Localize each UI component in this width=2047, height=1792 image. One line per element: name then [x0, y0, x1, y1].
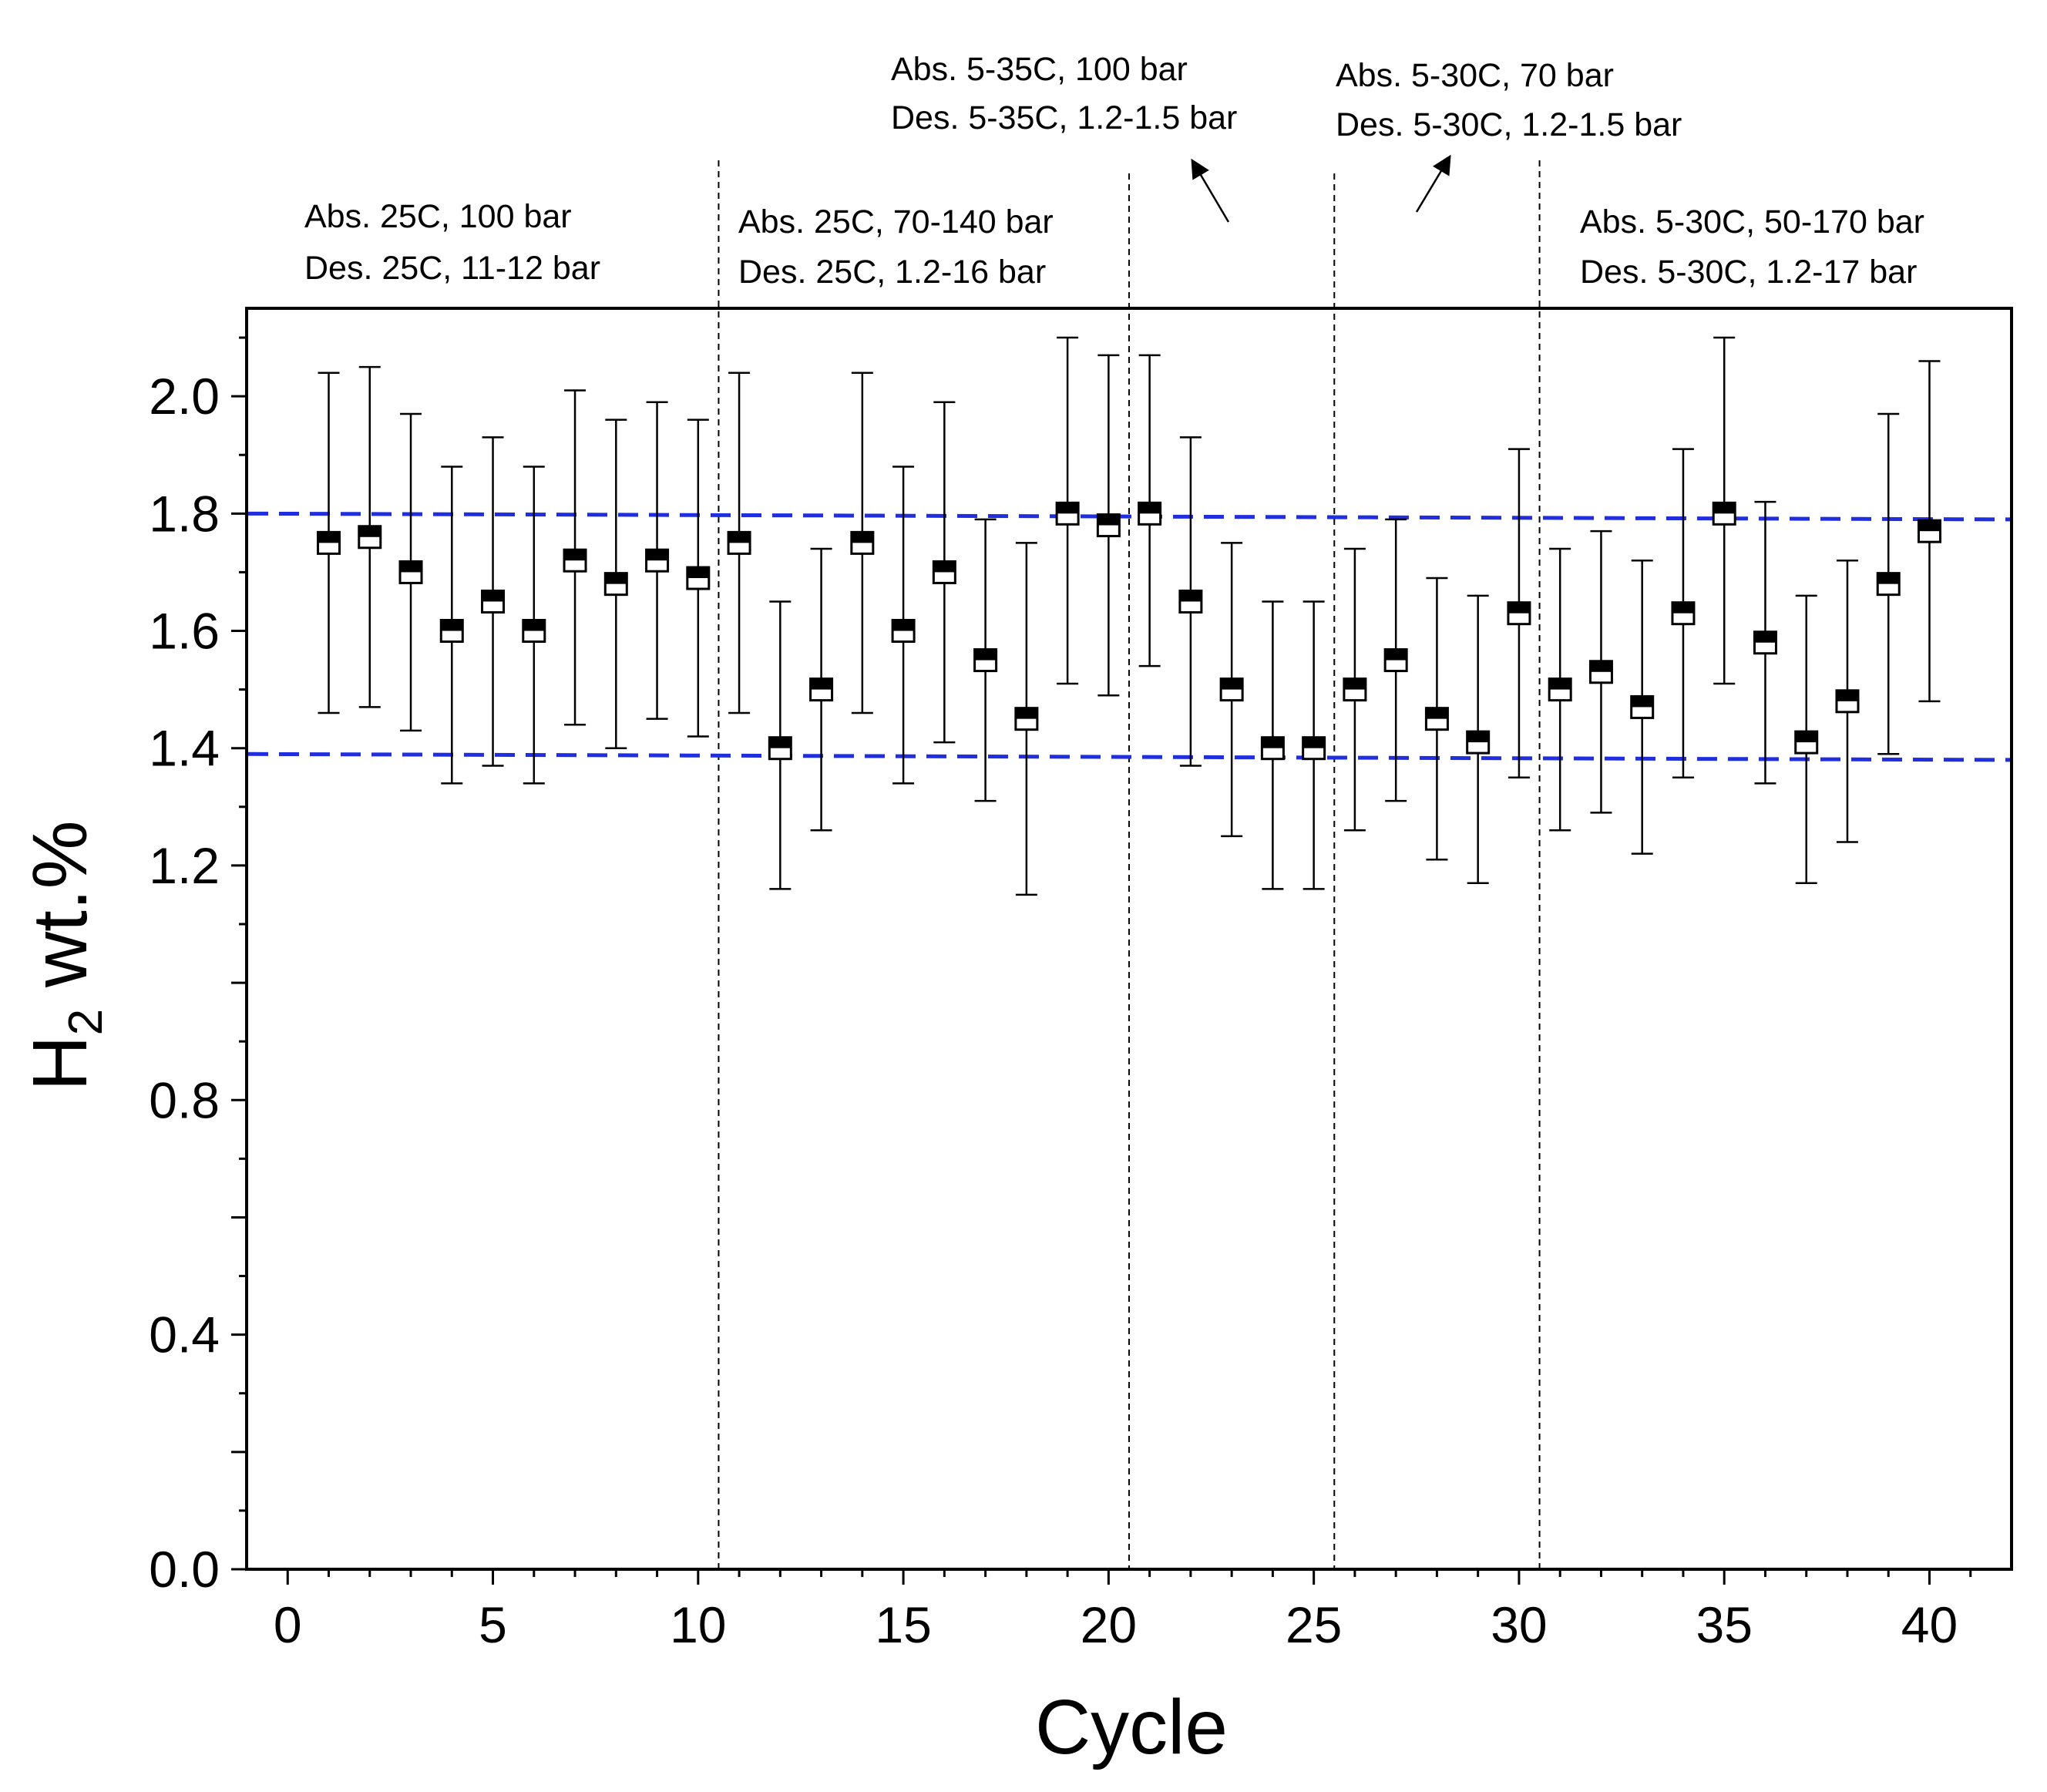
- annotation-region-1: Abs. 25C, 100 bar Des. 25C, 11-12 bar: [304, 198, 600, 287]
- data-point-fill: [1138, 503, 1161, 514]
- data-point-fill: [1221, 678, 1243, 690]
- x-axis-label: Cycle: [1035, 1684, 1228, 1770]
- data-point-fill: [974, 649, 997, 661]
- y-axis-label-subscript: 2: [59, 1009, 113, 1035]
- data-point-fill: [933, 561, 956, 573]
- data-point-fill: [646, 550, 668, 561]
- data-point-fill: [1097, 514, 1120, 526]
- svg-text:H2 wt.%: H2 wt.%: [17, 820, 113, 1091]
- x-tick-label: 25: [1286, 1596, 1342, 1653]
- annotation-region-4: Abs. 5-30C, 70 bar Des. 5-30C, 1.2-1.5 b…: [1336, 57, 1682, 143]
- y-axis-label-suffix: wt.%: [17, 820, 103, 1008]
- data-point-fill: [523, 620, 545, 631]
- data-point-fill: [1508, 602, 1530, 614]
- data-point-fill: [851, 532, 873, 543]
- data-markers: [317, 501, 1941, 761]
- data-point-fill: [1179, 590, 1202, 602]
- annotation-1-line-2: Des. 25C, 11-12 bar: [304, 250, 600, 287]
- plot-frame: [245, 307, 2013, 1571]
- y-tick-label: 1.2: [149, 837, 220, 894]
- data-point-fill: [1302, 737, 1325, 748]
- annotation-5-line-1: Abs. 5-30C, 50-170 bar: [1580, 203, 1924, 240]
- annotation-region-3: Abs. 5-35C, 100 bar Des. 5-35C, 1.2-1.5 …: [891, 51, 1237, 136]
- y-tick-label: 0.4: [149, 1306, 220, 1363]
- annotation-3-line-1: Abs. 5-35C, 100 bar: [891, 51, 1188, 88]
- data-point-fill: [1836, 690, 1858, 701]
- x-tick-label: 0: [274, 1596, 302, 1653]
- y-tick-label: 2.0: [149, 368, 220, 425]
- data-point-fill: [1672, 602, 1694, 614]
- data-point-fill: [1713, 503, 1736, 514]
- annotation-region-5: Abs. 5-30C, 50-170 bar Des. 5-30C, 1.2-1…: [1580, 203, 1924, 291]
- y-tick-label: 1.8: [149, 485, 220, 542]
- data-point-fill: [482, 590, 504, 602]
- data-point-fill: [400, 561, 422, 573]
- annotation-2-line-2: Des. 25C, 1.2-16 bar: [738, 254, 1046, 291]
- x-tick-label: 30: [1491, 1596, 1547, 1653]
- annotation-3-arrow: [1191, 158, 1230, 223]
- data-point-fill: [1918, 520, 1941, 532]
- data-point-fill: [687, 567, 709, 579]
- data-point-fill: [605, 573, 627, 584]
- data-point-fill: [1015, 708, 1037, 719]
- annotation-2-line-1: Abs. 25C, 70-140 bar: [738, 203, 1054, 240]
- y-axis-label-main: H: [17, 1035, 103, 1091]
- reference-lines: [247, 511, 2011, 762]
- x-tick-label: 20: [1081, 1596, 1137, 1653]
- data-point-fill: [1795, 731, 1817, 743]
- data-point-fill: [318, 532, 340, 543]
- annotation-4-line-1: Abs. 5-30C, 70 bar: [1336, 57, 1614, 94]
- data-point-fill: [564, 550, 587, 561]
- x-tick-label: 15: [875, 1596, 931, 1653]
- data-point-fill: [1590, 661, 1612, 672]
- y-tick-label: 0.0: [149, 1541, 220, 1598]
- data-point-fill: [1877, 573, 1900, 584]
- data-point-fill: [1426, 708, 1448, 719]
- reference-line-upper-dashed: [247, 511, 2011, 522]
- y-tick-label: 0.8: [149, 1071, 220, 1128]
- x-tick-label: 35: [1696, 1596, 1752, 1653]
- region-separators: [718, 160, 1541, 1569]
- y-axis-label: H2 wt.%: [17, 820, 113, 1091]
- x-tick-label: 40: [1901, 1596, 1958, 1653]
- data-point-fill: [1467, 731, 1489, 743]
- data-point-fill: [1057, 503, 1079, 514]
- data-point-fill: [769, 737, 792, 748]
- data-point-fill: [1754, 631, 1776, 643]
- data-point-fill: [1385, 649, 1407, 661]
- annotation-5-line-2: Des. 5-30C, 1.2-17 bar: [1580, 254, 1917, 291]
- x-tick-label: 5: [479, 1596, 507, 1653]
- reference-line-lower-dashed: [247, 751, 2011, 762]
- annotation-3-line-2: Des. 5-35C, 1.2-1.5 bar: [891, 99, 1237, 136]
- data-point-fill: [1549, 678, 1571, 690]
- annotation-4-line-2: Des. 5-30C, 1.2-1.5 bar: [1336, 106, 1682, 143]
- data-point-fill: [892, 620, 915, 631]
- data-point-fill: [810, 678, 832, 690]
- axes: 0 5 10 15 20 25 30 35 40 0.0 0.4 0.8 1.2 1.4 1.6 1.8 2.0: [149, 307, 2013, 1653]
- data-point-fill: [358, 526, 381, 537]
- data-point-fill: [441, 620, 463, 631]
- data-point-fill: [1262, 737, 1284, 748]
- data-point-fill: [728, 532, 751, 543]
- data-point-fill: [1631, 696, 1653, 708]
- annotation-1-line-1: Abs. 25C, 100 bar: [304, 198, 572, 235]
- annotation-region-2: Abs. 25C, 70-140 bar Des. 25C, 1.2-16 ba…: [738, 203, 1054, 291]
- data-point-fill: [1343, 678, 1366, 690]
- annotation-4-arrow: [1415, 154, 1451, 213]
- y-tick-label: 1.4: [149, 720, 220, 777]
- y-tick-label: 1.6: [149, 603, 220, 660]
- x-tick-label: 10: [670, 1596, 726, 1653]
